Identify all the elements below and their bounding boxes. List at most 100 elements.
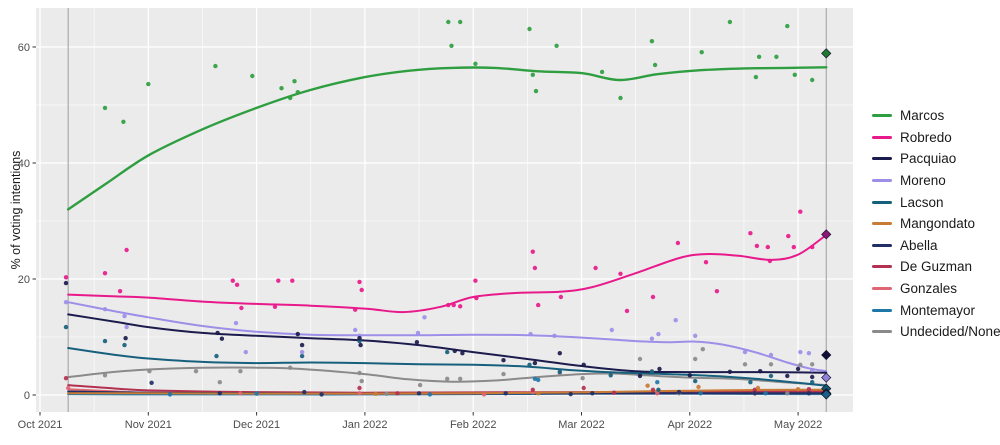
poll-point-pacquiao [687,373,692,378]
poll-point-montemayor [254,391,259,396]
poll-point-marcos [533,88,539,94]
legend-item-marcos: Marcos [872,105,1000,127]
poll-point-robredo [675,240,681,246]
x-tick-label: Nov 2021 [125,419,172,431]
poll-point-robredo [810,244,815,250]
poll-point-lacson [649,369,655,374]
poll-point-mangondato [536,391,541,396]
poll-point-moreno [693,333,698,338]
poll-point-pacquiao [460,351,465,356]
poll-point-undecided-none [501,371,506,377]
trend-line-robredo [67,233,828,314]
poll-point-de-guzman [611,390,617,395]
trend-line-pacquiao [67,313,828,374]
poll-point-marcos [774,54,779,59]
poll-point-abella [590,391,595,396]
poll-point-marcos [810,77,815,83]
legend-label: Abella [900,237,938,253]
poll-point-de-guzman [581,385,586,391]
poll-point-robredo [714,289,720,294]
legend-item-lacson: Lacson [872,191,1000,213]
poll-point-pacquiao [810,374,815,380]
poll-point-de-guzman [63,376,69,381]
poll-point-robredo [532,265,538,271]
poll-point-marcos [292,79,297,84]
poll-point-pacquiao [295,331,300,337]
poll-point-moreno [353,327,358,333]
legend-label: Robredo [900,129,952,145]
poll-point-pacquiao [657,366,662,372]
poll-point-moreno [649,336,655,341]
poll-point-pacquiao [557,351,562,356]
poll-point-pacquiao [637,373,643,379]
poll-point-pacquiao [727,369,733,374]
poll-point-pacquiao [215,330,220,336]
poll-point-moreno [63,300,69,305]
x-tick-label: Feb 2022 [450,419,496,431]
poll-point-moreno [609,327,614,333]
result-diamond-marcos [821,48,832,59]
poll-point-lacson [122,342,127,348]
poll-point-robredo [102,271,108,276]
legend-item-undecided-none: Undecided/None [872,321,1000,343]
poll-point-montemayor [698,391,703,396]
y-tick-label: 60 [18,42,30,54]
poll-point-gonzales [238,391,243,396]
poll-point-pacquiao [532,360,538,366]
legend-label: Moreno [900,173,946,189]
poll-point-marcos [250,73,255,79]
legend-label: Gonzales [900,281,958,297]
poll-point-lacson [445,349,450,355]
poll-point-moreno [656,331,661,337]
poll-point-robredo [624,308,630,314]
poll-point-moreno [798,349,803,355]
poll-point-undecided-none [288,365,293,370]
legend-line-swatch [872,114,892,118]
poll-point-moreno [673,318,678,323]
legend-item-abella: Abella [872,235,1000,257]
poll-point-lacson [693,378,698,384]
poll-point-robredo [703,260,709,265]
poll-point-lacson [656,387,661,392]
poll-point-undecided-none [785,391,790,396]
poll-point-lacson [748,380,753,385]
poll-point-undecided-none [193,369,199,374]
poll-point-pacquiao [358,342,363,348]
poll-point-pacquiao [63,280,69,286]
poll-point-abella [217,391,222,396]
poll-point-mangondato [645,383,650,388]
x-tick-label: Apr 2022 [667,419,712,431]
poll-point-de-guzman [530,387,535,392]
poll-point-robredo [353,307,358,312]
legend-item-de-guzman: De Guzman [872,256,1000,278]
x-tick-label: Dec 2021 [233,419,280,431]
poll-point-undecided-none [357,370,362,376]
poll-point-undecided-none [102,373,108,378]
poll-point-marcos [792,72,797,78]
poll-point-marcos [102,105,108,111]
poll-point-pacquiao [795,366,801,372]
poll-point-robredo [63,275,69,280]
poll-point-moreno [415,330,421,336]
poll-point-abella [752,391,757,396]
poll-point-abella [416,391,422,396]
poll-point-montemayor [167,392,173,397]
poll-point-moreno [552,333,557,338]
poll-point-marcos [146,81,151,87]
poll-point-marcos [446,19,451,25]
plot-panel [36,8,853,412]
poll-point-moreno [768,352,774,358]
trend-line-mangondato [67,388,828,395]
legend-line-swatch [872,243,892,247]
poll-point-lacson [299,353,305,359]
poll-point-undecided-none [810,362,815,367]
poll-point-marcos [652,62,658,68]
poll-point-robredo [767,258,773,264]
poll-point-pacquiao [299,342,305,348]
poll-point-marcos [554,43,559,48]
poll-point-robredo [239,305,244,311]
legend-line-swatch [872,179,892,183]
poll-point-marcos [618,95,623,101]
poll-point-marcos [599,69,605,75]
poll-point-robredo [650,294,656,300]
